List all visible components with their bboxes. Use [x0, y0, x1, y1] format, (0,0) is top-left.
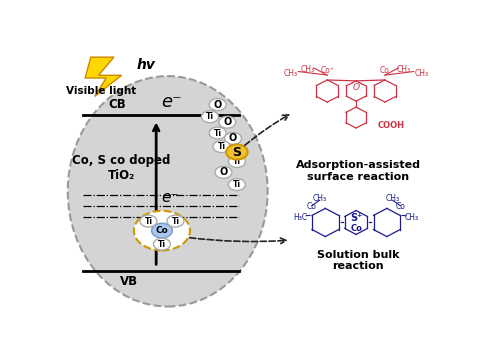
Text: CH₃: CH₃ — [414, 69, 429, 78]
Ellipse shape — [68, 76, 268, 307]
Circle shape — [209, 127, 226, 139]
Text: Ti: Ti — [158, 240, 166, 249]
Text: CH₃: CH₃ — [284, 69, 298, 78]
Text: Co: Co — [395, 202, 405, 211]
Text: Solution bulk
reaction: Solution bulk reaction — [317, 250, 399, 271]
Text: O: O — [229, 133, 237, 144]
Text: CH₃: CH₃ — [312, 194, 326, 203]
Text: e⁻: e⁻ — [161, 190, 179, 205]
Text: Ti: Ti — [172, 216, 180, 226]
Text: O: O — [219, 167, 228, 177]
Text: Ti: Ti — [206, 112, 214, 121]
Text: Co: Co — [307, 202, 317, 211]
Text: Visible light: Visible light — [66, 86, 136, 96]
Text: H₃C: H₃C — [293, 213, 308, 222]
Text: Co: Co — [380, 66, 390, 75]
Circle shape — [215, 166, 232, 178]
Circle shape — [167, 215, 184, 227]
Circle shape — [134, 211, 190, 250]
Circle shape — [213, 141, 230, 152]
Text: Co: Co — [350, 224, 362, 233]
Circle shape — [229, 156, 246, 168]
Circle shape — [219, 116, 236, 128]
Text: O: O — [214, 100, 222, 109]
Text: CH₃: CH₃ — [397, 65, 411, 74]
Text: CH₃: CH₃ — [385, 194, 400, 203]
Text: O: O — [223, 117, 232, 127]
Text: S⁺: S⁺ — [350, 213, 362, 222]
Text: S: S — [233, 145, 242, 158]
Circle shape — [201, 111, 218, 123]
Text: Ti: Ti — [214, 128, 222, 138]
Text: CB: CB — [109, 98, 126, 111]
Text: VB: VB — [120, 275, 138, 288]
Text: Co⁺: Co⁺ — [320, 66, 334, 75]
Circle shape — [152, 223, 172, 238]
Text: Co: Co — [156, 226, 168, 235]
Polygon shape — [85, 57, 122, 96]
Text: hv: hv — [137, 58, 156, 72]
Text: CH₃: CH₃ — [405, 213, 419, 222]
Text: Ti: Ti — [218, 142, 226, 151]
Text: CH₃: CH₃ — [301, 65, 315, 74]
Text: Co, S co doped
TiO₂: Co, S co doped TiO₂ — [72, 154, 171, 182]
Circle shape — [140, 215, 157, 227]
Circle shape — [225, 132, 242, 144]
Text: Ti: Ti — [144, 216, 152, 226]
Text: O: O — [353, 83, 360, 92]
Circle shape — [229, 178, 246, 190]
Circle shape — [209, 99, 226, 111]
Circle shape — [226, 144, 248, 159]
Text: e⁻: e⁻ — [161, 93, 182, 111]
Text: Adsorption-assisted
surface reaction: Adsorption-assisted surface reaction — [296, 160, 421, 182]
Circle shape — [153, 238, 171, 250]
Text: Ti: Ti — [233, 157, 241, 166]
Text: Ti: Ti — [233, 180, 241, 189]
Text: COOH: COOH — [377, 121, 404, 130]
